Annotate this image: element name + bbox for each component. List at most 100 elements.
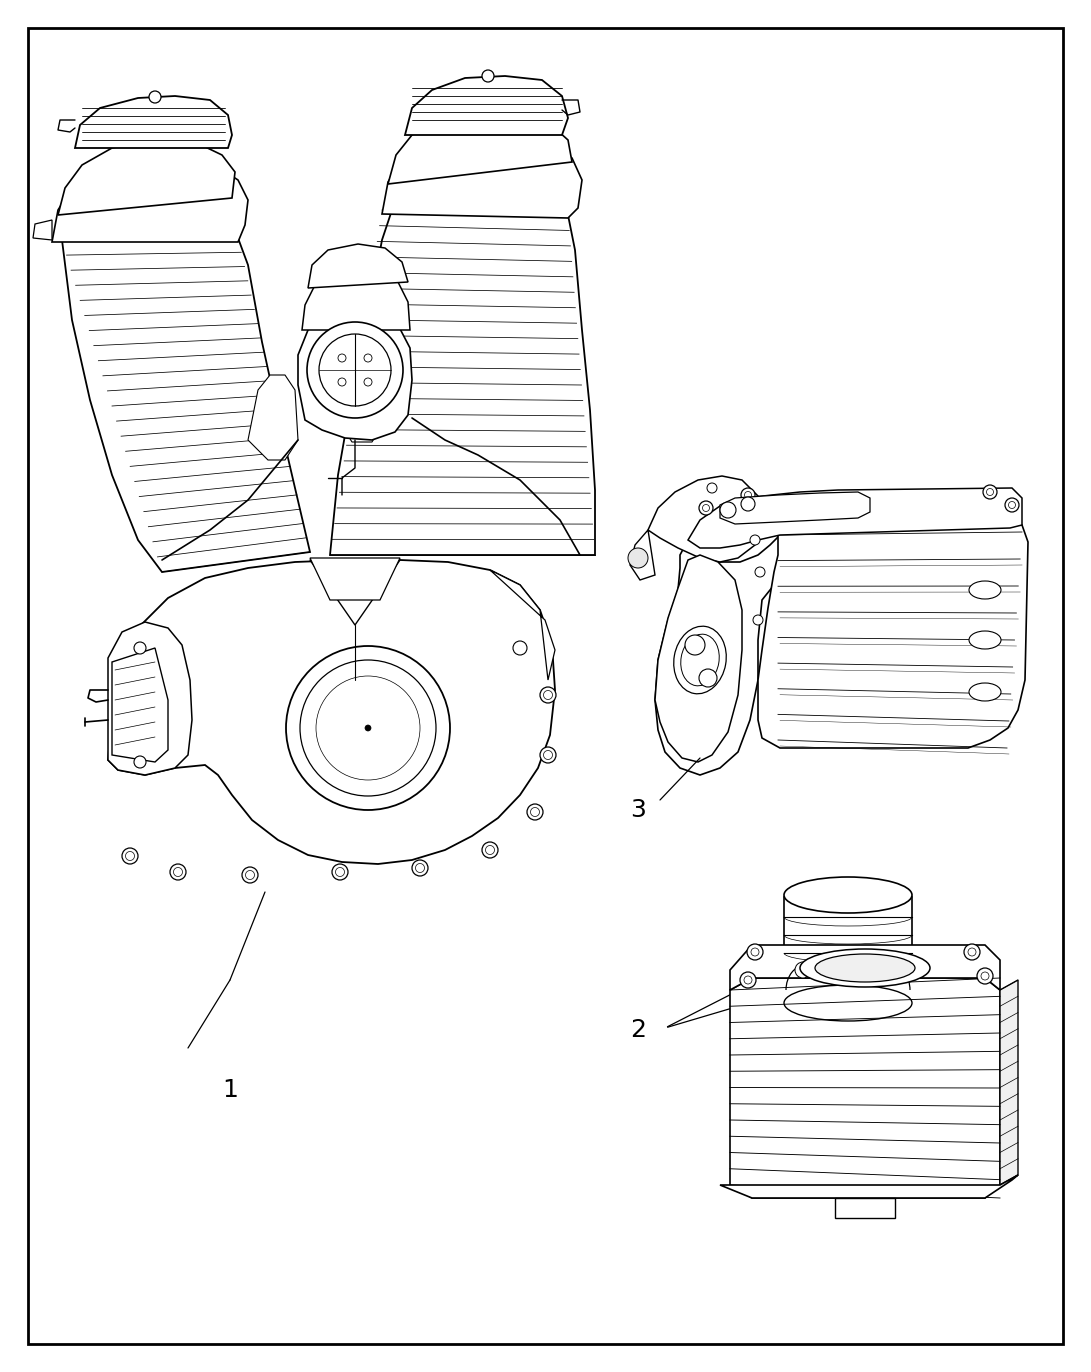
Circle shape [978,969,993,984]
Polygon shape [405,75,568,134]
Polygon shape [52,161,248,241]
Circle shape [122,848,137,864]
Circle shape [242,867,257,884]
Polygon shape [338,353,385,442]
Polygon shape [490,569,555,681]
Polygon shape [720,493,870,524]
Polygon shape [784,897,912,1003]
Polygon shape [75,96,232,148]
Ellipse shape [784,877,912,912]
Circle shape [134,756,146,768]
Polygon shape [835,1198,895,1218]
Circle shape [744,491,752,498]
Ellipse shape [674,626,727,694]
Circle shape [741,488,755,502]
Text: 2: 2 [630,1018,646,1041]
Circle shape [416,863,424,873]
Circle shape [149,91,161,103]
Circle shape [125,852,134,860]
Polygon shape [720,1174,1018,1198]
Circle shape [699,670,717,687]
Circle shape [986,488,994,495]
Polygon shape [630,530,655,580]
Circle shape [747,944,763,960]
Polygon shape [688,488,1022,547]
Polygon shape [648,476,762,563]
Circle shape [513,641,527,654]
Circle shape [543,750,552,760]
Circle shape [332,864,348,879]
Ellipse shape [815,954,915,982]
Circle shape [286,646,449,809]
Circle shape [543,690,552,700]
Polygon shape [388,113,572,184]
Circle shape [968,948,976,956]
Text: 1: 1 [223,1078,238,1102]
Polygon shape [1000,980,1018,1185]
Circle shape [1008,502,1016,509]
Polygon shape [33,220,52,240]
Circle shape [482,70,494,82]
Polygon shape [758,525,1028,748]
Polygon shape [112,648,168,761]
Circle shape [364,379,372,386]
Circle shape [316,676,420,781]
Circle shape [319,333,391,406]
Polygon shape [108,560,555,864]
Circle shape [170,864,185,879]
Ellipse shape [681,634,719,686]
Polygon shape [730,945,1000,991]
Circle shape [412,860,428,875]
Circle shape [703,505,709,512]
Polygon shape [310,558,400,600]
Ellipse shape [969,683,1002,701]
Polygon shape [329,210,595,556]
Polygon shape [730,978,1000,1198]
Polygon shape [302,265,410,331]
Circle shape [744,975,752,984]
Circle shape [741,497,755,510]
Circle shape [964,944,980,960]
Polygon shape [655,556,742,761]
Polygon shape [58,140,235,215]
Circle shape [540,746,556,763]
Circle shape [540,687,556,702]
Circle shape [1005,498,1019,512]
Circle shape [336,867,345,877]
Ellipse shape [800,949,930,986]
Circle shape [338,379,346,386]
Circle shape [699,501,714,514]
Circle shape [245,870,254,879]
Circle shape [981,971,990,980]
Polygon shape [108,622,192,775]
Circle shape [685,635,705,654]
Polygon shape [308,244,408,288]
Circle shape [358,718,377,738]
Ellipse shape [784,985,912,1021]
Circle shape [485,845,494,855]
Circle shape [300,660,436,796]
Circle shape [707,483,717,493]
Circle shape [134,642,146,654]
Circle shape [885,962,901,978]
Circle shape [482,842,497,858]
Circle shape [755,567,765,578]
Circle shape [750,535,760,545]
Ellipse shape [969,631,1002,649]
Circle shape [751,948,759,956]
Text: 3: 3 [631,799,646,822]
Circle shape [720,502,736,519]
Circle shape [527,804,543,820]
Polygon shape [298,310,412,440]
Ellipse shape [969,580,1002,600]
Circle shape [364,354,372,362]
Circle shape [628,547,648,568]
Polygon shape [248,375,298,460]
Circle shape [365,724,371,731]
Circle shape [740,971,756,988]
Circle shape [530,808,540,816]
Circle shape [983,484,997,499]
Polygon shape [62,237,310,572]
Circle shape [795,962,811,978]
Circle shape [307,322,403,418]
